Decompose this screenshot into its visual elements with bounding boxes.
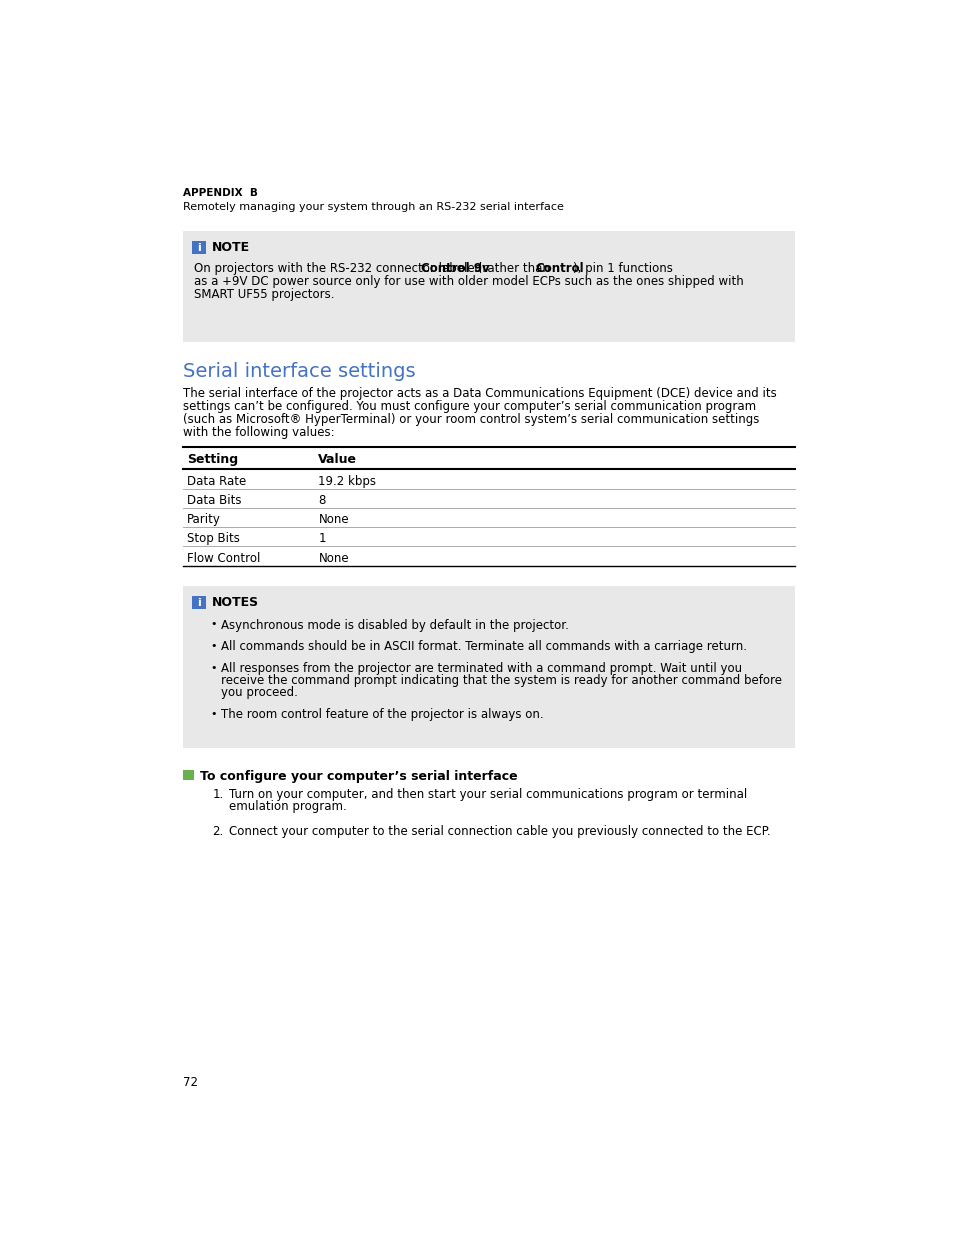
Text: 2.: 2. — [212, 825, 223, 839]
Text: 1: 1 — [318, 532, 326, 546]
Text: •: • — [210, 641, 216, 651]
Text: as a +9V DC power source only for use with older model ECPs such as the ones shi: as a +9V DC power source only for use wi… — [194, 275, 743, 288]
Text: i: i — [197, 242, 201, 252]
Text: 72: 72 — [183, 1076, 197, 1089]
Text: Control: Control — [535, 262, 583, 275]
Text: Setting: Setting — [187, 453, 237, 466]
Text: All commands should be in ASCII format. Terminate all commands with a carriage r: All commands should be in ASCII format. … — [220, 640, 746, 653]
Text: Stop Bits: Stop Bits — [187, 532, 239, 546]
Text: emulation program.: emulation program. — [229, 800, 347, 814]
Text: APPENDIX  B: APPENDIX B — [183, 188, 257, 199]
Text: with the following values:: with the following values: — [183, 426, 335, 440]
Text: The serial interface of the projector acts as a Data Communications Equipment (D: The serial interface of the projector ac… — [183, 387, 776, 400]
Text: (rather than: (rather than — [474, 262, 553, 275]
Text: 19.2 kbps: 19.2 kbps — [318, 474, 376, 488]
Text: (such as Microsoft® HyperTerminal) or your room control system’s serial communic: (such as Microsoft® HyperTerminal) or yo… — [183, 412, 759, 426]
FancyBboxPatch shape — [183, 769, 193, 781]
Text: None: None — [318, 514, 349, 526]
FancyBboxPatch shape — [192, 241, 206, 254]
Text: settings can’t be configured. You must configure your computer’s serial communic: settings can’t be configured. You must c… — [183, 400, 755, 412]
Text: •: • — [210, 620, 216, 630]
Text: 8: 8 — [318, 494, 326, 506]
Text: Flow Control: Flow Control — [187, 552, 260, 564]
Text: Remotely managing your system through an RS-232 serial interface: Remotely managing your system through an… — [183, 203, 563, 212]
Text: All responses from the projector are terminated with a command prompt. Wait unti: All responses from the projector are ter… — [220, 662, 741, 674]
Text: Data Rate: Data Rate — [187, 474, 246, 488]
FancyBboxPatch shape — [192, 595, 206, 609]
Text: ), pin 1 functions: ), pin 1 functions — [573, 262, 673, 275]
Text: Asynchronous mode is disabled by default in the projector.: Asynchronous mode is disabled by default… — [220, 619, 568, 631]
Text: None: None — [318, 552, 349, 564]
Text: •: • — [210, 709, 216, 719]
FancyBboxPatch shape — [183, 587, 794, 748]
Text: 1.: 1. — [212, 788, 223, 802]
Text: SMART UF55 projectors.: SMART UF55 projectors. — [194, 288, 335, 301]
Text: Value: Value — [318, 453, 357, 466]
Text: Serial interface settings: Serial interface settings — [183, 362, 415, 382]
Text: i: i — [197, 598, 201, 608]
Text: NOTES: NOTES — [212, 597, 259, 609]
Text: The room control feature of the projector is always on.: The room control feature of the projecto… — [220, 708, 543, 721]
Text: To configure your computer’s serial interface: To configure your computer’s serial inte… — [199, 771, 517, 783]
Text: receive the command prompt indicating that the system is ready for another comma: receive the command prompt indicating th… — [220, 674, 781, 687]
Text: Data Bits: Data Bits — [187, 494, 241, 506]
Text: Parity: Parity — [187, 514, 220, 526]
Text: Connect your computer to the serial connection cable you previously connected to: Connect your computer to the serial conn… — [229, 825, 770, 839]
Text: On projectors with the RS-232 connector labeled: On projectors with the RS-232 connector … — [194, 262, 486, 275]
Text: NOTE: NOTE — [212, 241, 250, 254]
Text: you proceed.: you proceed. — [220, 687, 297, 699]
Text: Turn on your computer, and then start your serial communications program or term: Turn on your computer, and then start yo… — [229, 788, 747, 802]
Text: •: • — [210, 662, 216, 673]
Text: Control 9v: Control 9v — [420, 262, 489, 275]
FancyBboxPatch shape — [183, 231, 794, 342]
